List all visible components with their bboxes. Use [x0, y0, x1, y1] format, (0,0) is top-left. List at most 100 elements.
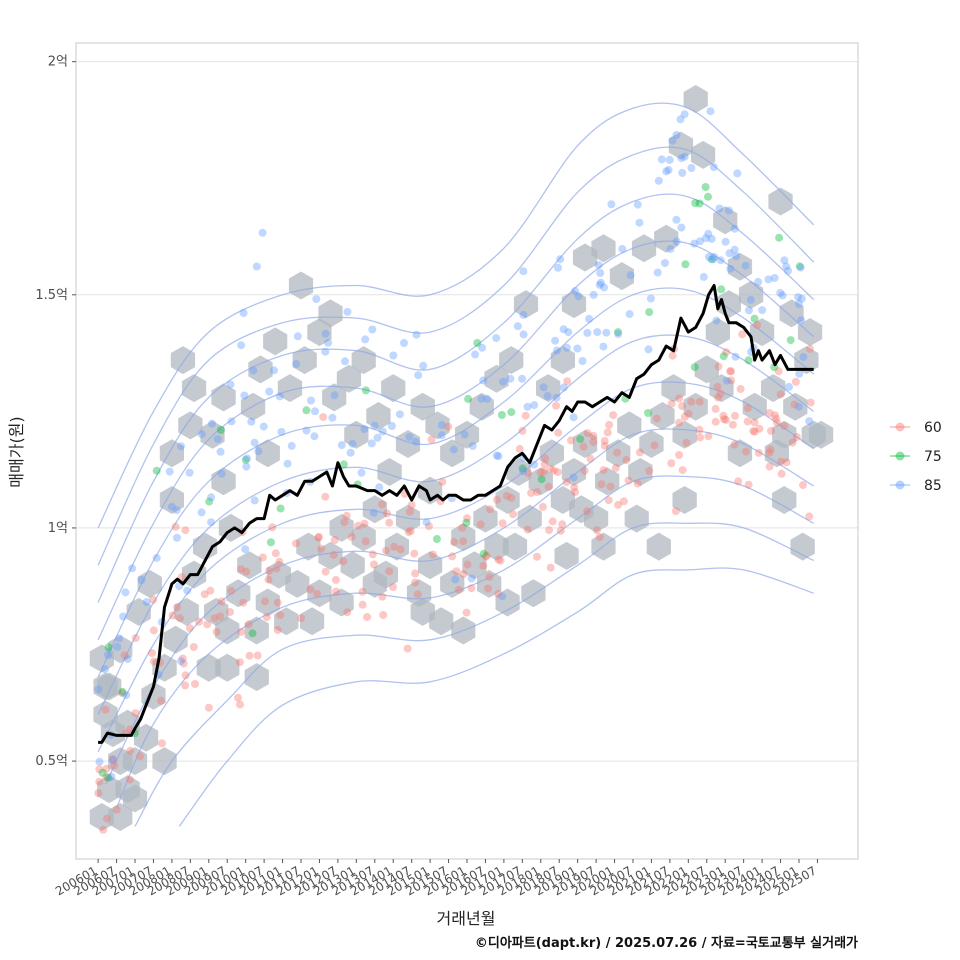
- hexbin-layer: [89, 85, 834, 831]
- density-contour: [97, 381, 815, 753]
- scatter-point-85: [449, 445, 458, 454]
- scatter-point-60: [467, 584, 476, 593]
- scatter-point-60: [782, 458, 791, 467]
- scatter-point-60: [548, 517, 557, 526]
- hexbin-cell: [462, 551, 487, 580]
- scatter-point-60: [713, 382, 722, 391]
- scatter-point-60: [149, 595, 158, 604]
- scatter-point-60: [189, 643, 198, 651]
- scatter-point-60: [236, 700, 244, 709]
- scatter-point-85: [725, 249, 734, 258]
- scatter-point-85: [805, 417, 814, 426]
- scatter-point-60: [494, 589, 503, 598]
- scatter-point-85: [596, 269, 605, 277]
- scatter-point-85: [94, 685, 103, 694]
- legend-key-point: [895, 480, 905, 490]
- scatter-point-60: [479, 561, 488, 570]
- scatter-point-60: [118, 689, 127, 698]
- scatter-point-85: [797, 294, 806, 303]
- scatter-point-85: [414, 371, 423, 380]
- scatter-point-60: [716, 389, 725, 398]
- scatter-point-60: [696, 433, 705, 442]
- scatter-point-60: [265, 566, 273, 575]
- scatter-point-60: [271, 549, 280, 558]
- scatter-point-60: [173, 603, 182, 612]
- scatter-point-60: [244, 620, 253, 629]
- scatter-point-60: [599, 466, 608, 475]
- hexbin-cell: [794, 346, 819, 375]
- scatter-point-60: [546, 563, 555, 572]
- scatter-point-85: [467, 574, 476, 583]
- scatter-point-60: [463, 560, 472, 569]
- scatter-point-85: [237, 341, 246, 350]
- scatter-point-85: [451, 575, 460, 584]
- hexbin-cell: [237, 551, 262, 580]
- scatter-point-60: [389, 583, 397, 591]
- scatter-point-85: [715, 204, 724, 213]
- scatter-point-85: [665, 155, 674, 164]
- hexbin-cell: [204, 597, 229, 626]
- scatter-point-60: [711, 417, 720, 426]
- scatter-point-85: [778, 291, 787, 300]
- scatter-point-60: [744, 480, 753, 489]
- hexbin-cell: [300, 607, 325, 636]
- hexbin-cell: [783, 392, 808, 421]
- scatter-point-75: [719, 352, 728, 361]
- scatter-point-85: [128, 564, 137, 573]
- scatter-point-60: [462, 608, 471, 617]
- scatter-point-85: [471, 350, 480, 359]
- scatter-point-85: [293, 332, 302, 341]
- scatter-point-60: [204, 703, 213, 712]
- scatter-point-60: [580, 466, 589, 475]
- scatter-point-60: [777, 457, 785, 466]
- scatter-point-85: [337, 441, 346, 450]
- scatter-point-60: [562, 478, 571, 487]
- scatter-point-60: [181, 526, 190, 535]
- scatter-point-85: [680, 110, 689, 119]
- scatter-point-85: [569, 413, 578, 422]
- hexbin-cell: [672, 486, 697, 514]
- scatter-point-60: [678, 466, 687, 475]
- legend-key-point: [895, 451, 905, 461]
- scatter-point-85: [419, 361, 428, 370]
- hexbin-cell: [89, 644, 114, 673]
- scatter-point-85: [732, 252, 741, 261]
- scatter-point-60: [297, 614, 306, 623]
- scatter-point-60: [714, 393, 723, 402]
- hexbin-cell: [196, 653, 221, 682]
- scatter-point-85: [265, 387, 274, 396]
- hexbin-cell: [440, 439, 465, 468]
- scatter-point-60: [613, 448, 622, 457]
- trend-line: [98, 284, 814, 744]
- scatter-point-85: [258, 228, 267, 237]
- scatter-point-75: [248, 629, 257, 638]
- scatter-point-60: [540, 460, 549, 469]
- hexbin-cell: [484, 364, 509, 393]
- scatter-point-60: [200, 590, 209, 599]
- scatter-point-75: [750, 314, 759, 323]
- scatter-point-60: [546, 465, 555, 473]
- scatter-point-60: [206, 586, 215, 595]
- scatter-point-85: [596, 278, 605, 287]
- scatter-point-60: [459, 570, 468, 578]
- scatter-point-75: [744, 356, 753, 365]
- scatter-point-75: [645, 308, 654, 317]
- scatter-point-60: [609, 411, 618, 420]
- scatter-point-85: [585, 314, 594, 323]
- scatter-point-85: [104, 651, 112, 659]
- scatter-point-60: [331, 575, 340, 584]
- scatter-point-85: [754, 277, 763, 286]
- scatter-point-60: [332, 587, 341, 596]
- scatter-point-60: [742, 447, 751, 456]
- hexbin-cell: [137, 569, 162, 598]
- scatter-point-85: [283, 459, 292, 468]
- hexbin-cell: [215, 653, 240, 682]
- scatter-point-60: [181, 681, 190, 690]
- legend: 60 75 85: [890, 420, 942, 494]
- scatter-point-60: [275, 557, 284, 566]
- hexbin-cell: [473, 504, 498, 533]
- scatter-point-85: [348, 439, 357, 448]
- scatter-point-60: [704, 432, 713, 441]
- legend-item-75: 75: [890, 449, 942, 465]
